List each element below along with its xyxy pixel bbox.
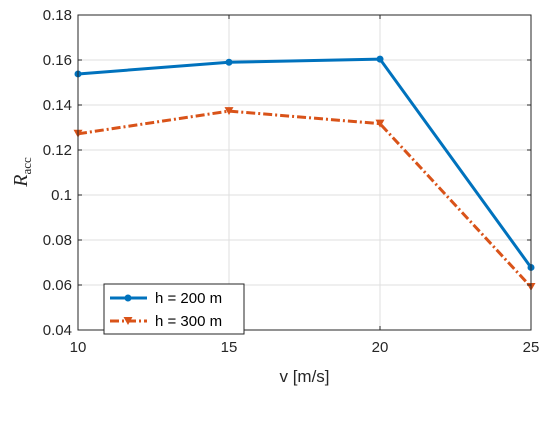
plot-frame [77, 14, 532, 331]
y-tick-label: 0.16 [43, 52, 72, 69]
legend: h = 200 m h = 300 m [103, 283, 245, 335]
data-point [225, 58, 233, 66]
y-tick-label: 0.14 [43, 97, 72, 114]
tick-labels: 10 15 20 25 0.04 0.06 0.08 0.1 0.12 0.14 0.16 0.18 [43, 7, 540, 356]
x-tick-label: 25 [523, 339, 540, 356]
y-tick-label: 0.08 [43, 232, 72, 249]
x-axis-label: v [m/s] [279, 367, 329, 386]
y-tick-label: 0.18 [43, 7, 72, 24]
ticks [77, 14, 532, 331]
y-tick-label: 0.06 [43, 277, 72, 294]
series-line-2 [77, 109, 533, 289]
series-line-1 [77, 57, 533, 269]
data-point [375, 119, 385, 128]
series-layer [73, 55, 536, 292]
legend-marker-series-2 [123, 317, 133, 325]
legend-label-series-2: h = 300 m [155, 313, 222, 330]
y-tick-label: 0.1 [51, 187, 72, 204]
y-tick-label: 0.12 [43, 142, 72, 159]
x-tick-label: 20 [372, 339, 389, 356]
legend-box [103, 283, 245, 335]
x-tick-label: 10 [70, 339, 87, 356]
y-axis-label: Racc [10, 157, 34, 188]
x-tick-label: 15 [221, 339, 238, 356]
legend-marker-series-1 [124, 294, 132, 302]
data-point [376, 55, 384, 63]
legend-label-series-1: h = 200 m [155, 290, 222, 307]
data-point [224, 107, 234, 116]
y-tick-label: 0.04 [43, 322, 72, 339]
